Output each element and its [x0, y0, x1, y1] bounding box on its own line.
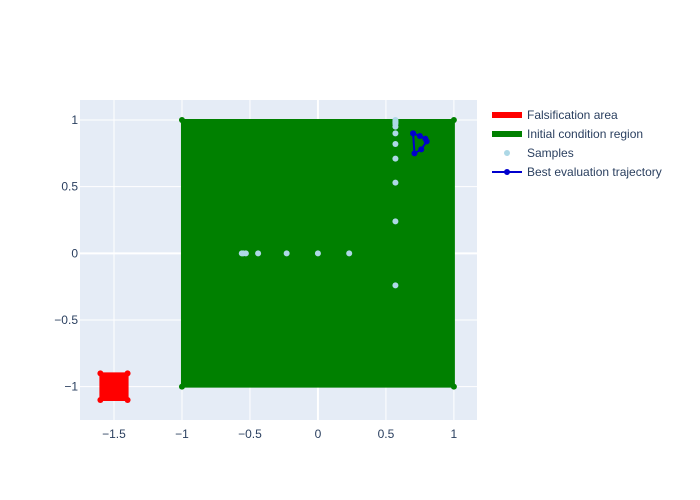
series-3: [410, 130, 430, 157]
sample-point: [392, 218, 399, 225]
trajectory-point: [411, 150, 418, 157]
y-tick-label: 1: [71, 113, 78, 127]
region-vertex-point: [124, 397, 131, 403]
x-tick-label: 1: [451, 427, 458, 441]
region-vertex-point: [124, 370, 131, 377]
region-vertex-point: [450, 383, 457, 390]
trajectory-point: [423, 138, 430, 145]
sample-point: [392, 117, 399, 123]
legend: Falsification area Initial condition regi…: [492, 108, 662, 179]
series-0: [97, 370, 131, 403]
legend-item[interactable]: Initial condition region: [492, 127, 643, 141]
legend-marker: [504, 150, 510, 156]
sample-point: [242, 250, 249, 257]
x-tick-label: 0: [315, 427, 322, 441]
legend-label: Initial condition region: [527, 127, 643, 141]
x-tick-label: −1.5: [102, 427, 126, 441]
y-tick-label: 0: [71, 246, 78, 260]
region-vertex-point: [178, 383, 185, 390]
y-tick-label: −0.5: [54, 313, 78, 327]
y-tick-label: −1: [64, 380, 78, 394]
region-vertex-point: [178, 117, 185, 123]
sample-point: [314, 250, 321, 257]
sample-point: [283, 250, 290, 257]
series-2: [238, 117, 399, 289]
region-vertex-point: [97, 370, 104, 377]
y-tick-label: 0.5: [61, 180, 78, 194]
trajectory-point: [418, 146, 425, 153]
legend-label: Samples: [527, 146, 574, 160]
legend-label: Falsification area: [527, 108, 618, 122]
legend-label: Best evaluation trajectory: [527, 165, 662, 179]
legend-marker: [504, 169, 510, 175]
legend-item[interactable]: Samples: [504, 146, 574, 160]
sample-point: [392, 282, 399, 289]
region-vertex-point: [97, 397, 104, 403]
legend-item[interactable]: Best evaluation trajectory: [492, 165, 662, 179]
trajectory-point: [410, 130, 417, 137]
sample-point: [392, 155, 399, 162]
sample-point: [392, 130, 399, 137]
legend-marker: [504, 131, 510, 137]
sample-point: [346, 250, 353, 257]
region-vertex-point: [450, 117, 457, 123]
trajectory-point: [416, 133, 423, 139]
legend-marker: [504, 112, 510, 118]
x-tick-label: 0.5: [378, 427, 395, 441]
sample-point: [392, 179, 399, 186]
x-axis-ticks: −1.5 −1 −0.5 0 0.5 1: [102, 427, 457, 441]
x-tick-label: −0.5: [238, 427, 262, 441]
region-polygon: [99, 372, 129, 401]
y-axis-ticks: −1 −0.5 0 0.5 1: [54, 113, 78, 394]
sample-point: [255, 250, 262, 257]
sample-point: [392, 141, 399, 147]
chart-marks: [97, 117, 457, 403]
x-tick-label: −1: [175, 427, 189, 441]
legend-item[interactable]: Falsification area: [492, 108, 618, 122]
